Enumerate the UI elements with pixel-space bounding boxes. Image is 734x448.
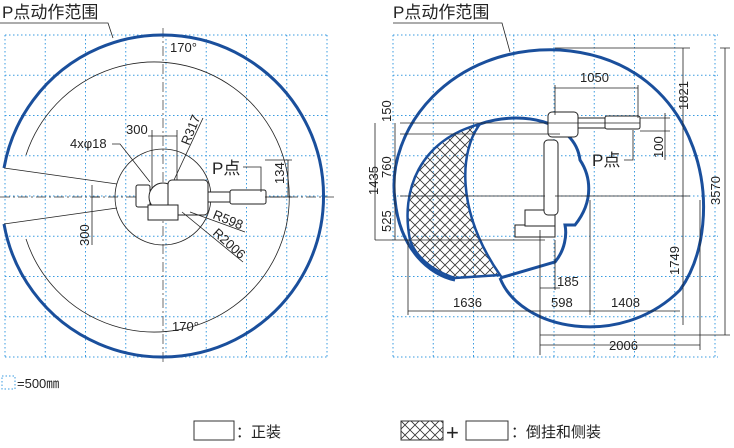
dim-1050-lines — [554, 85, 639, 118]
dim-150: 150 — [379, 100, 394, 122]
dim-100-lines — [640, 113, 670, 160]
dim-1821: 1821 — [676, 81, 691, 110]
grid-legend-swatch — [1, 375, 16, 390]
side-view: P点动作范围 1050 1821 150 1435 760 525 100 P点… — [366, 3, 730, 358]
dim-300-left-lines — [91, 185, 100, 245]
dim-185: 185 — [557, 274, 579, 289]
plain-legend-swatch — [465, 420, 509, 441]
dim-1636: 1636 — [453, 295, 482, 310]
angle-bottom: 170° — [172, 319, 199, 334]
angle-top: 170° — [170, 40, 197, 55]
plus-sign: + — [446, 420, 459, 445]
robot-side — [514, 111, 641, 238]
dim-134: 134 — [272, 162, 287, 184]
grid-legend-label: =500㎜ — [17, 376, 59, 391]
dim-525: 525 — [379, 210, 394, 232]
dim-300-left: 300 — [77, 224, 92, 246]
dim-2006: 2006 — [609, 338, 638, 353]
dim-1435: 1435 — [366, 166, 381, 195]
dim-r317: R317 — [178, 113, 204, 147]
dim-r2006: R2006 — [210, 225, 249, 262]
dim-760: 760 — [379, 156, 394, 178]
hatched-legend-swatch — [400, 420, 444, 441]
p-point-leader — [243, 166, 262, 192]
dim-extension-lines — [374, 47, 730, 336]
title-leader-right — [393, 22, 511, 53]
robot-top — [135, 179, 267, 221]
dim-3570: 3570 — [708, 176, 723, 205]
dim-1050: 1050 — [580, 70, 609, 85]
dim-1408: 1408 — [611, 295, 640, 310]
grid-left — [4, 34, 328, 358]
dim-134-lines — [265, 159, 292, 198]
right-title: P点动作范围 — [393, 3, 489, 22]
dim-1749: 1749 — [667, 246, 682, 275]
top-view: P点动作范围 300 4xφ18 R317 P点 134 R598 R2006 … — [0, 3, 335, 362]
range-cut-lines — [3, 167, 118, 225]
left-title: P点动作范围 — [2, 3, 98, 22]
floor-legend-label: ：正装 — [236, 424, 281, 441]
p-point-label-right: P点 — [592, 151, 620, 170]
p-point-leader-right — [624, 130, 634, 161]
dim-hole: 4xφ18 — [70, 136, 107, 151]
dim-300-top-lines — [148, 130, 178, 188]
inner-range-boundary — [479, 116, 591, 280]
dim-300-top: 300 — [126, 122, 148, 137]
floor-legend-swatch — [193, 420, 235, 441]
dim-100: 100 — [651, 136, 666, 158]
p-point-label: P点 — [212, 159, 240, 178]
r317-leader — [173, 117, 204, 181]
inverted-side-range-hatched — [406, 121, 503, 280]
hole-leader — [112, 143, 151, 183]
radius-leaders — [181, 211, 246, 263]
dim-598: 598 — [551, 295, 573, 310]
inverted-side-legend-label: ：倒挂和侧装 — [511, 424, 601, 441]
title-leader — [0, 22, 114, 39]
dim-lines-bottom — [407, 200, 701, 355]
p-point-range-outline — [2, 33, 325, 359]
